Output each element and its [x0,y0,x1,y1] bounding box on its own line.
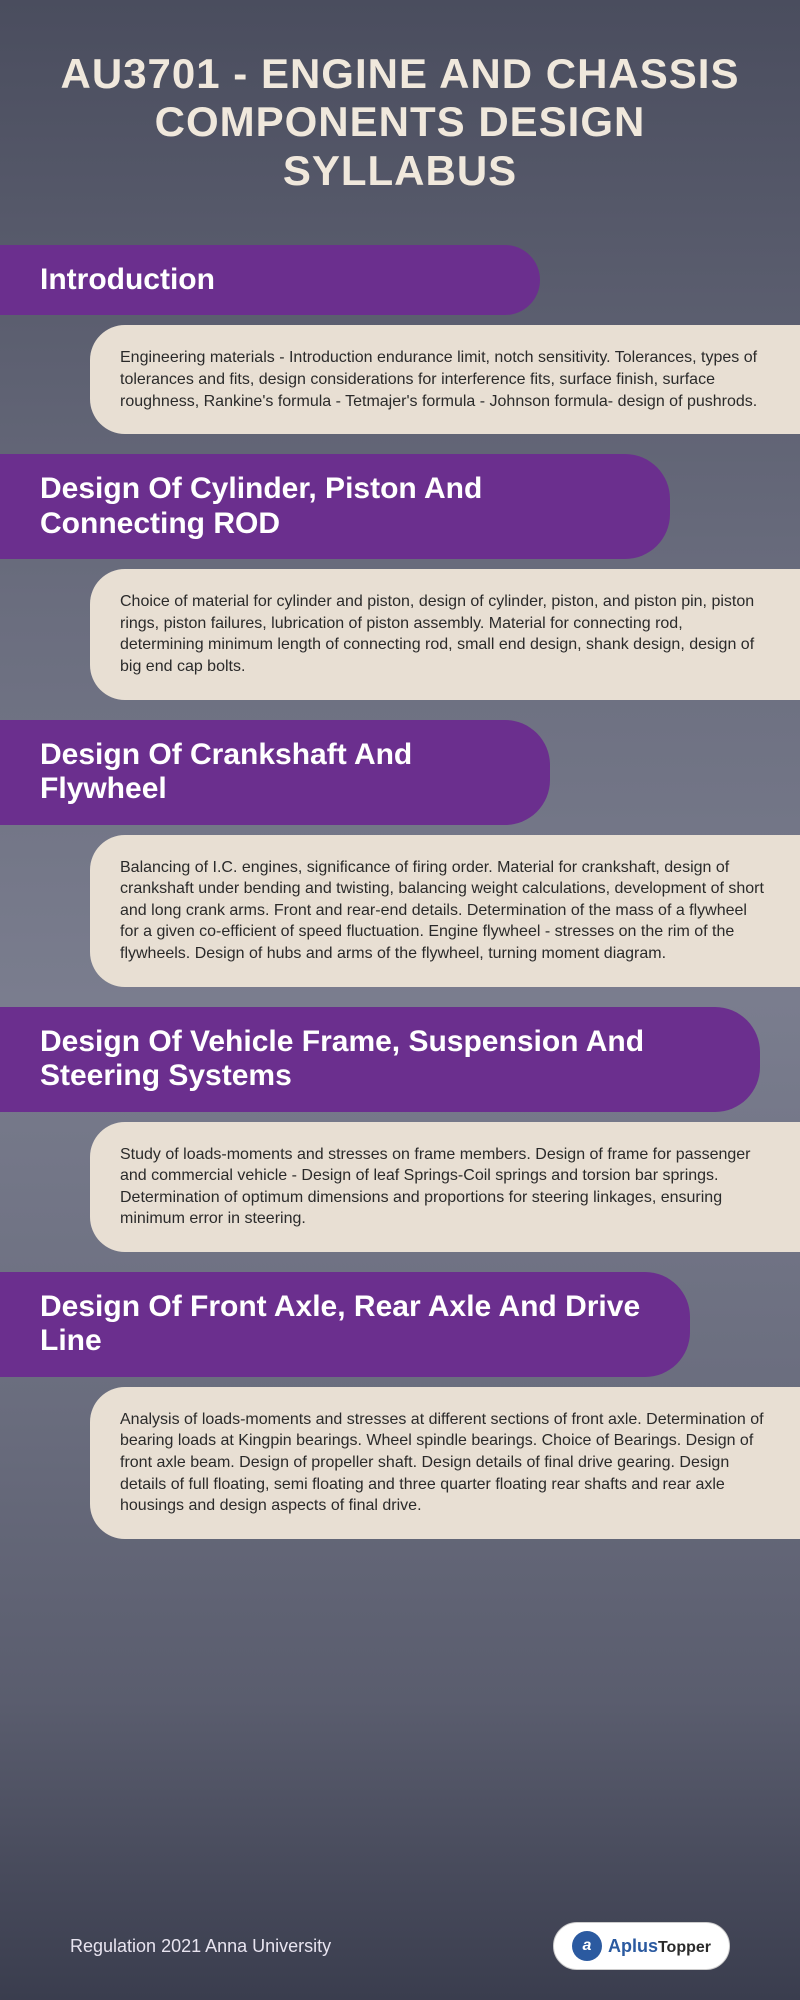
section-body-cylinder-piston: Choice of material for cylinder and pist… [90,569,800,699]
logo-plus-icon: + [598,1929,604,1940]
section-heading-introduction: Introduction [0,245,540,316]
section-body-axle-driveline: Analysis of loads-moments and stresses a… [90,1387,800,1539]
logo-brand-suffix: Topper [658,1939,711,1956]
logo-badge-icon: a + [572,1931,602,1961]
section-heading-cylinder-piston: Design Of Cylinder, Piston And Connectin… [0,454,670,559]
section-heading-frame-suspension-steering: Design Of Vehicle Frame, Suspension And … [0,1007,760,1112]
section-heading-axle-driveline: Design Of Front Axle, Rear Axle And Driv… [0,1272,690,1377]
brand-logo: a + AplusTopper [553,1922,730,1970]
section-body-crankshaft-flywheel: Balancing of I.C. engines, significance … [90,835,800,987]
logo-letter: a [583,1937,592,1955]
section-heading-crankshaft-flywheel: Design Of Crankshaft And Flywheel [0,720,550,825]
logo-text: AplusTopper [608,1936,711,1957]
regulation-text: Regulation 2021 Anna University [70,1936,331,1957]
logo-brand-prefix: Aplus [608,1936,658,1956]
page-title: AU3701 - ENGINE AND CHASSIS COMPONENTS D… [0,0,800,225]
section-body-frame-suspension-steering: Study of loads-moments and stresses on f… [90,1122,800,1252]
section-body-introduction: Engineering materials - Introduction end… [90,325,800,434]
footer: Regulation 2021 Anna University a + Aplu… [0,1922,800,1970]
